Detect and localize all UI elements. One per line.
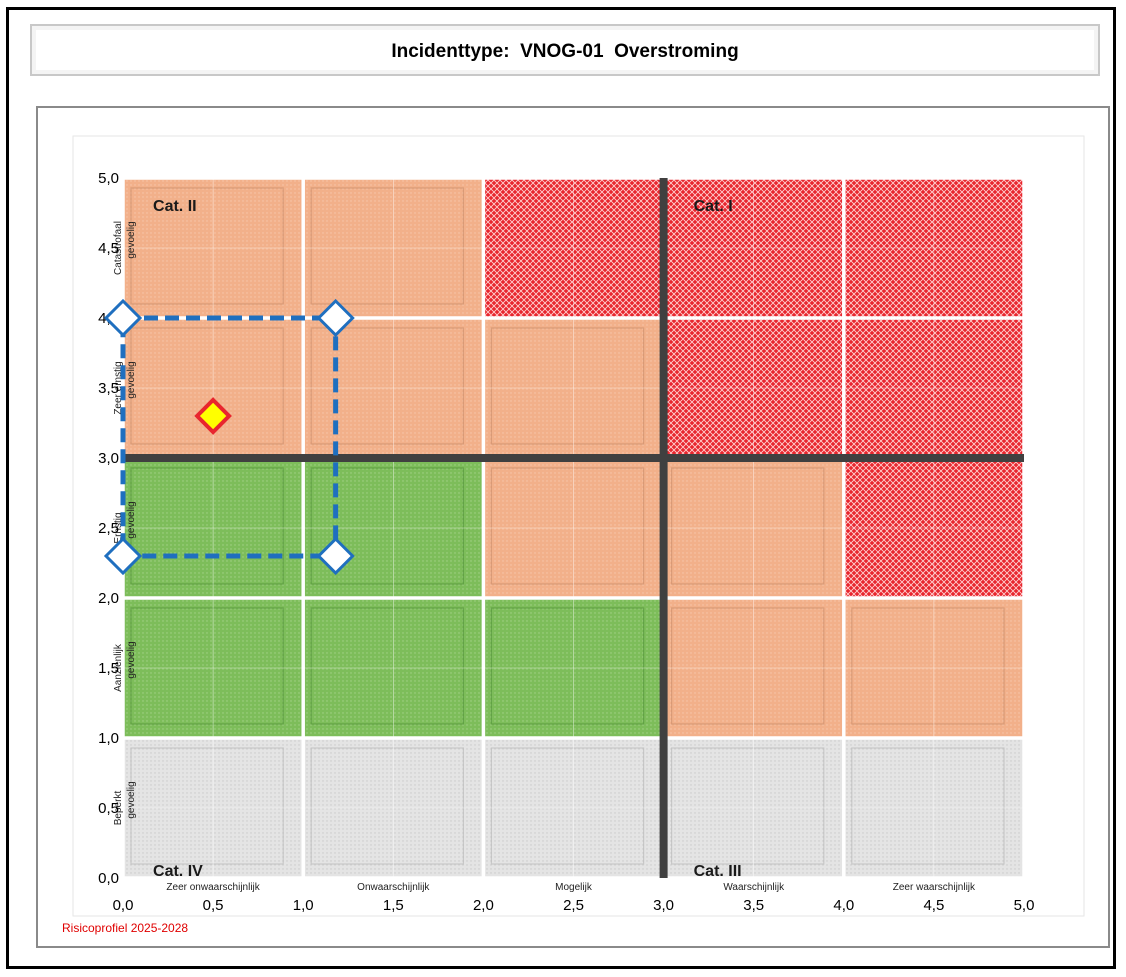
x-category-label: Zeer onwaarschijnlijk bbox=[166, 882, 260, 893]
uncertainty-corner-marker bbox=[103, 536, 143, 576]
y-tick-label: 1,5 bbox=[98, 660, 119, 677]
title-box: Incidenttype: VNOG-01 Overstroming bbox=[30, 24, 1100, 76]
y-tick-label: 3,5 bbox=[98, 380, 119, 397]
y-category-label: Beperkt bbox=[113, 791, 124, 826]
x-category-label: Waarschijnlijk bbox=[723, 882, 785, 893]
y-tick-label: 1,0 bbox=[98, 730, 119, 747]
cell-inner-panel bbox=[310, 747, 465, 865]
x-tick-label: 3,0 bbox=[653, 897, 674, 914]
cell-inner-panel bbox=[490, 747, 645, 865]
cell-inner-panel bbox=[490, 327, 645, 445]
y-category-sublabel: gevoelig bbox=[126, 781, 137, 818]
y-category-sublabel: gevoelig bbox=[126, 221, 137, 258]
page-title: Incidenttype: VNOG-01 Overstroming bbox=[391, 41, 739, 62]
y-tick-label: 3,0 bbox=[98, 450, 119, 467]
y-tick-label: 2,5 bbox=[98, 520, 119, 537]
x-category-label: Onwaarschijnlijk bbox=[357, 882, 430, 893]
y-category-label: Ernstig bbox=[113, 512, 124, 543]
uncertainty-box bbox=[120, 315, 339, 559]
cell-inner-panel bbox=[130, 187, 284, 305]
cell-inner-panel bbox=[490, 467, 645, 585]
source-note: Risicoprofiel 2025-2028 bbox=[62, 921, 189, 935]
cell-inner-panel bbox=[130, 467, 284, 585]
x-category-label: Mogelijk bbox=[555, 882, 593, 893]
plot-area-frame bbox=[72, 135, 1085, 917]
cell-inner-panel bbox=[310, 327, 465, 445]
cell-inner-panel bbox=[130, 607, 284, 725]
uncertainty-corner-marker bbox=[316, 536, 355, 576]
cell-inner-panel bbox=[310, 187, 465, 305]
y-category-sublabel: gevoelig bbox=[126, 641, 137, 678]
x-tick-label: 1,5 bbox=[383, 897, 404, 914]
cell-inner-panel bbox=[130, 327, 284, 445]
quadrant-label: Cat. I bbox=[694, 198, 733, 215]
uncertainty-corner-marker bbox=[103, 298, 143, 338]
cell-inner-panel bbox=[310, 467, 465, 585]
cell-inner-panel bbox=[670, 607, 825, 725]
y-tick-label: 0,5 bbox=[98, 800, 119, 817]
x-tick-label: 4,0 bbox=[833, 897, 854, 914]
cell-inner-panel bbox=[490, 607, 645, 725]
y-tick-label: 0,0 bbox=[98, 870, 119, 887]
x-tick-label: 3,5 bbox=[743, 897, 764, 914]
y-category-label: Zeer ernstig bbox=[113, 361, 124, 414]
cell-inner-panel bbox=[130, 747, 284, 865]
y-category-label: Catastrofaal bbox=[113, 221, 124, 275]
y-tick-label: 2,0 bbox=[98, 590, 119, 607]
y-category-sublabel: gevoelig bbox=[126, 501, 137, 538]
risk-point-marker bbox=[194, 397, 232, 435]
y-tick-label: 4,5 bbox=[98, 240, 119, 257]
quadrant-label: Cat. III bbox=[694, 863, 742, 880]
x-tick-label: 5,0 bbox=[1014, 897, 1035, 914]
x-tick-label: 0,5 bbox=[203, 897, 224, 914]
cell-inner-panel bbox=[670, 747, 825, 865]
quadrant-label: Cat. IV bbox=[153, 863, 203, 880]
cell-inner-panel bbox=[670, 467, 825, 585]
y-tick-label: 5,0 bbox=[98, 170, 119, 187]
y-category-label: Aanzienlijk bbox=[113, 643, 124, 692]
x-tick-label: 1,0 bbox=[293, 897, 314, 914]
x-category-label: Zeer waarschijnlijk bbox=[893, 882, 976, 893]
x-tick-label: 2,0 bbox=[473, 897, 494, 914]
quadrant-label: Cat. II bbox=[153, 198, 197, 215]
cell-inner-panel bbox=[851, 607, 1005, 725]
uncertainty-corner-marker bbox=[316, 298, 355, 338]
x-tick-label: 0,0 bbox=[113, 897, 134, 914]
cell-inner-panel bbox=[310, 607, 465, 725]
cell-inner-panel bbox=[851, 747, 1005, 865]
x-tick-label: 2,5 bbox=[563, 897, 584, 914]
y-category-sublabel: gevoelig bbox=[126, 361, 137, 398]
chart-container: Cat. II Cat. I Cat. IV Cat. III Beperkt gevoe… bbox=[36, 106, 1110, 948]
x-tick-label: 4,5 bbox=[923, 897, 944, 914]
